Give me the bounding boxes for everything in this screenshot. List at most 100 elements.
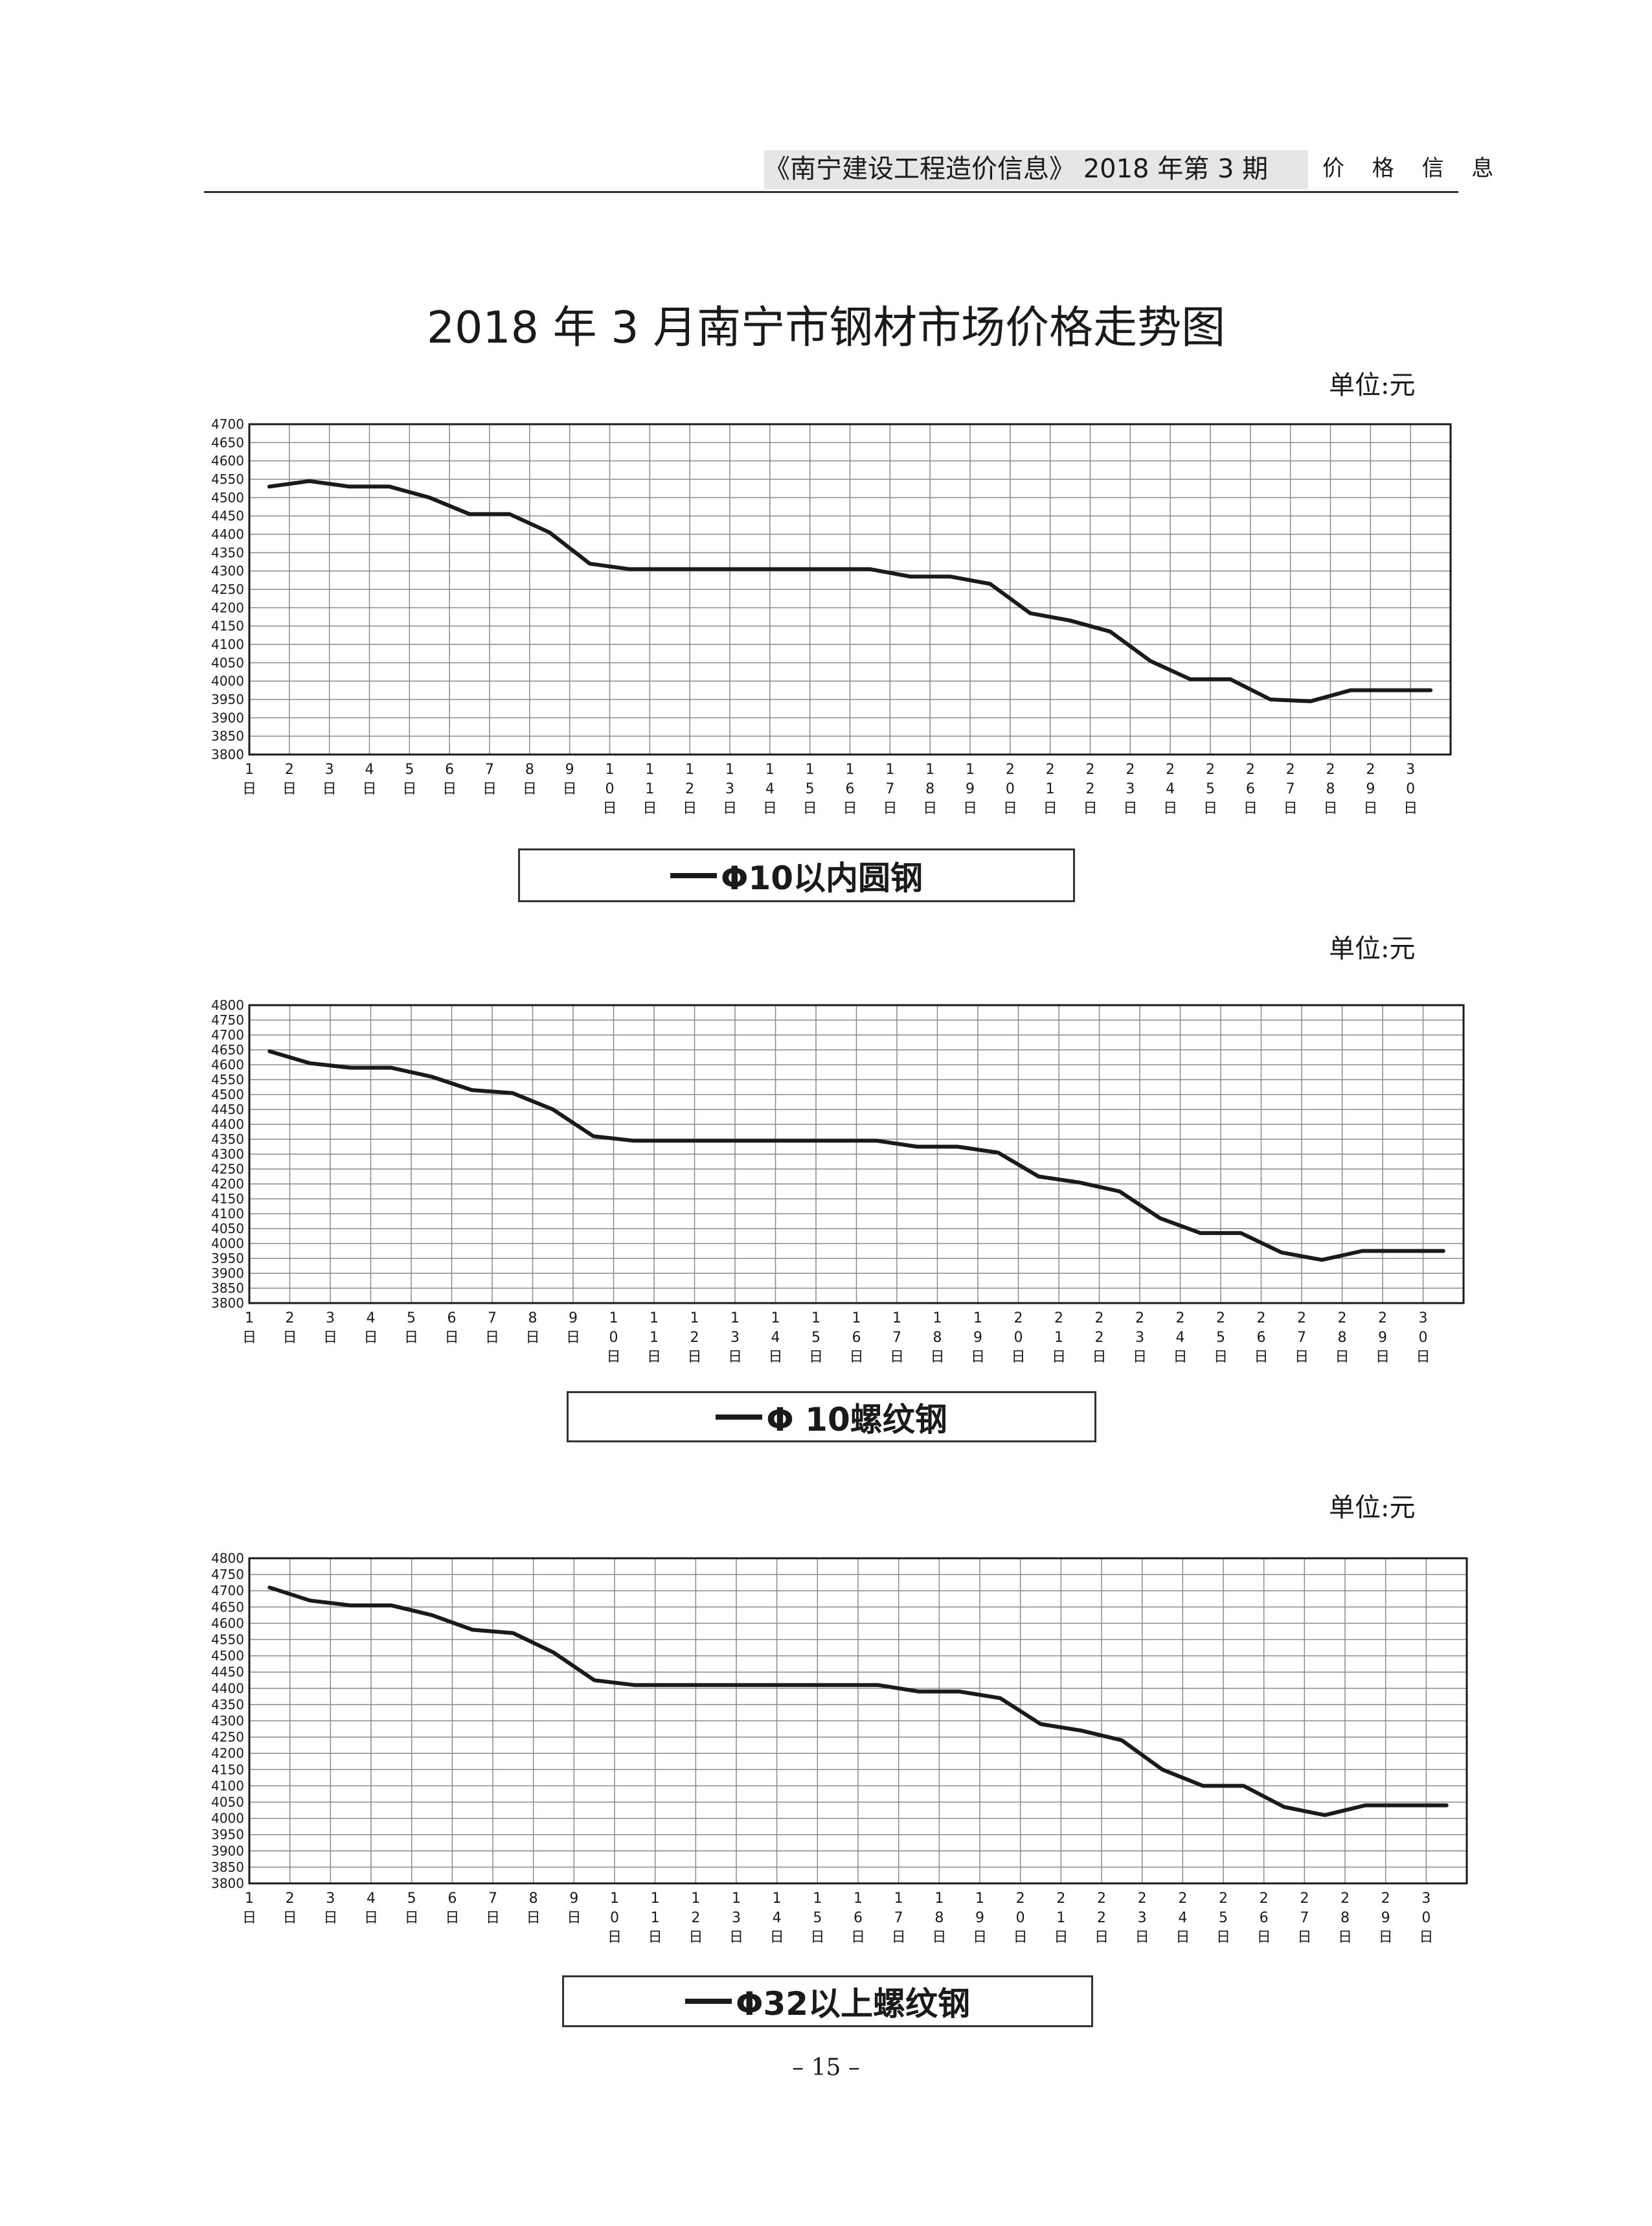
data-point bbox=[511, 1631, 515, 1635]
data-point bbox=[1108, 630, 1112, 633]
data-point bbox=[795, 1683, 799, 1687]
chart-2: 3800385039003950400040504100415042004250… bbox=[211, 997, 1465, 1365]
y-tick-label: 4800 bbox=[211, 1550, 244, 1566]
y-tick-label: 4000 bbox=[211, 1811, 244, 1826]
legend-line-2 bbox=[716, 1414, 763, 1420]
data-point bbox=[508, 512, 512, 516]
data-point bbox=[1445, 1804, 1449, 1808]
plot-frame bbox=[248, 1004, 1465, 1304]
y-tick-label: 4550 bbox=[211, 471, 244, 487]
data-point bbox=[348, 484, 352, 488]
data-point bbox=[794, 1139, 798, 1142]
unit-label-3: 单位:元 bbox=[1329, 1493, 1416, 1523]
data-point bbox=[427, 495, 431, 499]
data-point bbox=[876, 1683, 880, 1687]
data-point bbox=[628, 567, 631, 571]
y-tick-label: 4500 bbox=[211, 1648, 244, 1664]
data-point bbox=[713, 1139, 717, 1142]
y-tick-label: 4700 bbox=[211, 416, 244, 432]
y-tick-label: 4450 bbox=[211, 1664, 244, 1680]
data-point bbox=[1199, 1231, 1203, 1235]
data-point bbox=[875, 1139, 879, 1142]
y-tick-label: 4150 bbox=[211, 1191, 244, 1207]
page-title: 2018 年 3 月南宁市钢材市场价格走势图 bbox=[426, 302, 1226, 354]
data-point bbox=[1118, 1190, 1122, 1193]
data-point bbox=[389, 1604, 393, 1607]
data-point bbox=[348, 1066, 352, 1070]
data-point bbox=[998, 1696, 1002, 1700]
y-tick-label: 4350 bbox=[211, 1131, 244, 1147]
data-point bbox=[1401, 1249, 1405, 1253]
data-point bbox=[748, 567, 752, 571]
data-point bbox=[1120, 1738, 1124, 1742]
data-point bbox=[673, 1683, 677, 1687]
data-point bbox=[1201, 1784, 1205, 1788]
series-line bbox=[267, 1049, 1445, 1262]
data-point bbox=[267, 484, 271, 488]
data-point bbox=[470, 1088, 474, 1092]
data-point bbox=[267, 1585, 271, 1589]
data-point bbox=[714, 1683, 718, 1687]
y-tick-label: 4100 bbox=[211, 1778, 244, 1793]
data-point bbox=[948, 574, 952, 578]
data-point bbox=[429, 1074, 433, 1078]
data-point bbox=[267, 1049, 271, 1053]
y-tick-label: 3950 bbox=[211, 1251, 244, 1266]
data-point bbox=[548, 530, 552, 534]
y-tick-label: 4000 bbox=[211, 674, 244, 689]
data-point bbox=[915, 1145, 919, 1148]
y-tick-label: 4050 bbox=[211, 1795, 244, 1810]
y-tick-label: 4150 bbox=[211, 1762, 244, 1777]
data-point bbox=[996, 1151, 1000, 1155]
y-tick-label: 3800 bbox=[211, 747, 244, 762]
y-tick-label: 4650 bbox=[211, 1599, 244, 1615]
data-point bbox=[1388, 688, 1392, 692]
y-tick-label: 4350 bbox=[211, 1697, 244, 1712]
y-tick-label: 4700 bbox=[211, 1583, 244, 1598]
y-tick-label: 4550 bbox=[211, 1632, 244, 1648]
y-tick-label: 3900 bbox=[211, 710, 244, 725]
data-point bbox=[828, 567, 832, 571]
y-tick-label: 4450 bbox=[211, 1102, 244, 1117]
